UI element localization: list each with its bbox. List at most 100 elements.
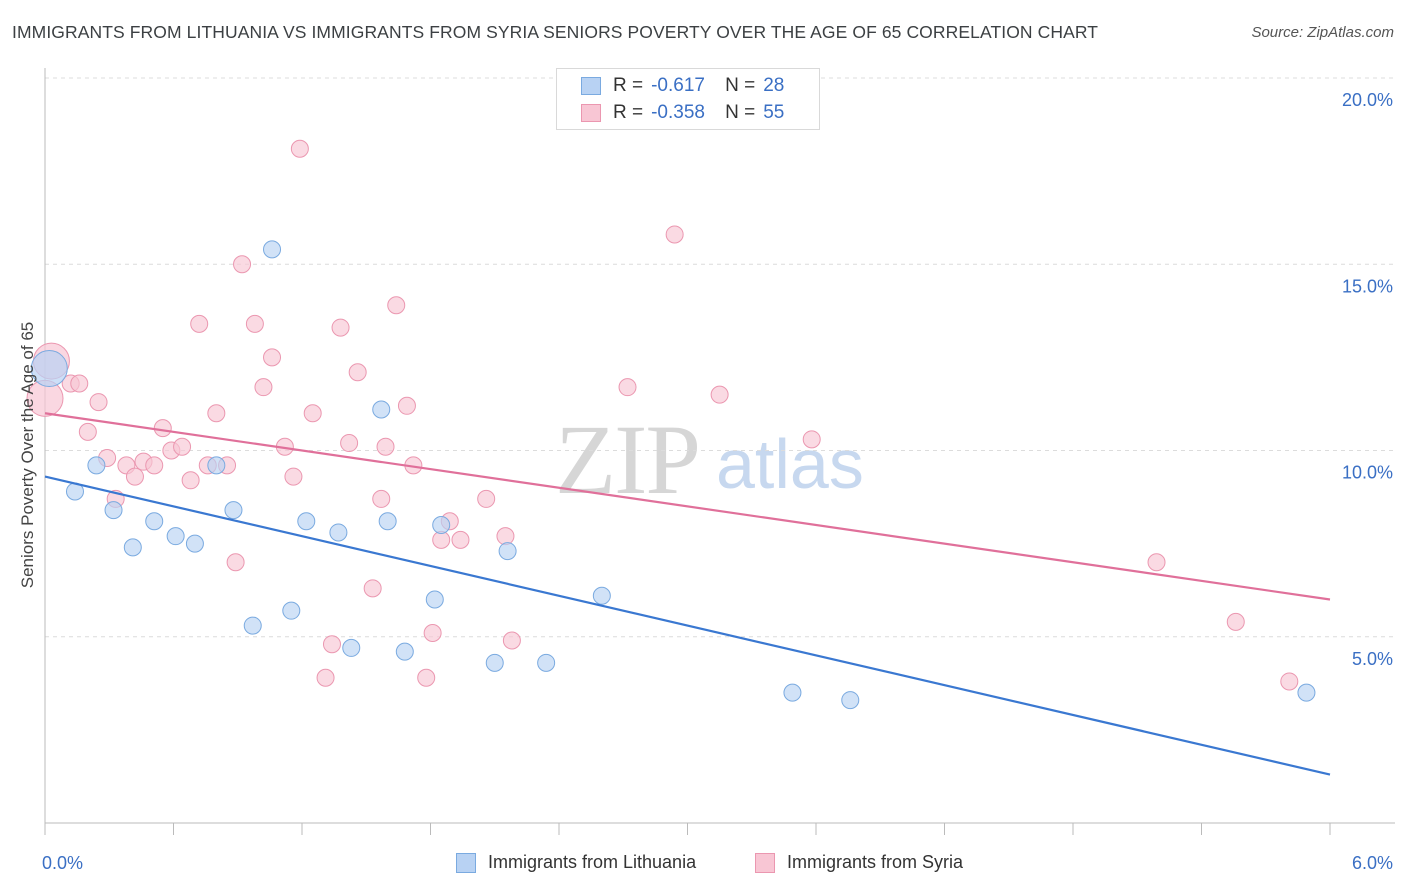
data-point-lithuania <box>30 350 68 388</box>
data-point-lithuania <box>123 538 142 557</box>
data-point-syria <box>233 255 252 274</box>
data-point-syria <box>363 579 382 598</box>
data-point-lithuania <box>372 400 391 419</box>
data-point-syria <box>376 437 395 456</box>
data-point-syria <box>502 631 521 650</box>
data-point-lithuania <box>243 616 262 635</box>
bottom-legend-label-syria: Immigrants from Syria <box>787 852 964 872</box>
data-point-syria <box>496 527 515 546</box>
data-point-lithuania <box>104 501 123 520</box>
data-point-lithuania <box>783 683 802 702</box>
legend-r-label: R = <box>613 75 644 96</box>
data-point-syria <box>290 139 309 158</box>
bottom-legend-syria: Immigrants from Syria <box>755 852 963 873</box>
data-point-syria <box>70 374 89 393</box>
legend-n-label: N = <box>725 75 756 96</box>
legend-r-value: -0.617 <box>651 75 705 96</box>
data-point-syria <box>78 422 97 441</box>
data-point-syria <box>303 404 322 423</box>
data-point-syria <box>348 363 367 382</box>
bottom-legend-swatch-syria <box>755 852 775 873</box>
data-point-lithuania <box>87 456 106 475</box>
data-point-lithuania <box>207 456 226 475</box>
data-point-syria <box>397 396 416 415</box>
data-point-syria <box>125 467 144 486</box>
data-point-lithuania <box>592 586 611 605</box>
data-point-syria <box>145 456 164 475</box>
data-point-lithuania <box>498 542 517 561</box>
data-point-syria <box>451 530 470 549</box>
data-point-lithuania <box>329 523 348 542</box>
data-point-syria <box>1147 553 1166 572</box>
data-point-syria <box>207 404 226 423</box>
x-tick-label: 6.0% <box>1352 853 1393 873</box>
data-point-syria <box>387 296 406 315</box>
data-point-lithuania <box>263 240 282 259</box>
bottom-legend-label-lithuania: Immigrants from Lithuania <box>488 852 697 872</box>
data-point-syria <box>802 430 821 449</box>
data-point-lithuania <box>537 653 556 672</box>
data-point-lithuania <box>342 638 361 657</box>
data-point-syria <box>316 668 335 687</box>
data-point-lithuania <box>185 534 204 553</box>
data-point-syria <box>710 385 729 404</box>
data-point-syria <box>372 489 391 508</box>
data-point-syria <box>1226 612 1245 631</box>
data-point-syria <box>263 348 282 367</box>
legend-row-syria: R = -0.358 N = 55 <box>581 101 784 125</box>
data-point-syria <box>322 635 341 654</box>
watermark-zip: ZIP <box>555 404 701 515</box>
data-point-lithuania <box>1297 683 1316 702</box>
data-point-syria <box>226 553 245 572</box>
data-point-syria <box>181 471 200 490</box>
y-tick-label: 10.0% <box>1342 463 1393 483</box>
legend-n-value: 55 <box>763 102 785 123</box>
data-point-lithuania <box>282 601 301 620</box>
data-point-lithuania <box>425 590 444 609</box>
bottom-legend-swatch-lithuania <box>456 852 476 873</box>
data-point-syria <box>245 314 264 333</box>
y-axis-label: Seniors Poverty Over the Age of 65 <box>18 321 37 589</box>
data-point-syria <box>618 378 637 397</box>
trend-line-lithuania <box>44 475 1331 776</box>
y-tick-label: 20.0% <box>1342 90 1393 110</box>
data-point-lithuania <box>841 691 860 710</box>
y-tick-label: 15.0% <box>1342 276 1393 296</box>
data-point-syria <box>340 434 359 453</box>
data-point-lithuania <box>297 512 316 531</box>
data-point-lithuania <box>166 527 185 546</box>
data-point-syria <box>477 489 496 508</box>
data-point-syria <box>1280 672 1299 691</box>
data-point-syria <box>173 437 192 456</box>
data-point-syria <box>153 419 172 438</box>
data-point-lithuania <box>395 642 414 661</box>
legend-n-value: 28 <box>763 75 785 96</box>
data-point-syria <box>89 393 108 412</box>
legend-box: R = -0.617 N = 28 R = -0.358 N = 55 <box>556 68 820 130</box>
chart-source: Source: ZipAtlas.com <box>1251 24 1394 41</box>
legend-r-label: R = <box>613 102 644 123</box>
x-tick-label: 0.0% <box>42 853 83 873</box>
data-point-lithuania <box>224 501 243 520</box>
data-point-lithuania <box>378 512 397 531</box>
legend-r-value: -0.358 <box>651 102 705 123</box>
chart-title: IMMIGRANTS FROM LITHUANIA VS IMMIGRANTS … <box>12 22 1099 42</box>
data-point-syria <box>665 225 684 244</box>
data-point-syria <box>417 668 436 687</box>
data-point-lithuania <box>485 653 504 672</box>
data-point-lithuania <box>145 512 164 531</box>
trend-line-syria <box>44 412 1331 601</box>
data-point-lithuania <box>432 516 451 534</box>
bottom-legend-lithuania: Immigrants from Lithuania <box>456 852 696 873</box>
legend-row-lithuania: R = -0.617 N = 28 <box>581 74 784 98</box>
data-point-syria <box>254 378 273 397</box>
legend-swatch-syria <box>581 104 601 122</box>
y-tick-label: 5.0% <box>1352 649 1393 669</box>
data-point-syria <box>284 467 303 486</box>
data-point-syria <box>331 318 350 337</box>
data-point-syria <box>423 624 442 643</box>
legend-swatch-lithuania <box>581 77 601 95</box>
legend-n-label: N = <box>725 102 756 123</box>
data-point-syria <box>190 314 209 333</box>
